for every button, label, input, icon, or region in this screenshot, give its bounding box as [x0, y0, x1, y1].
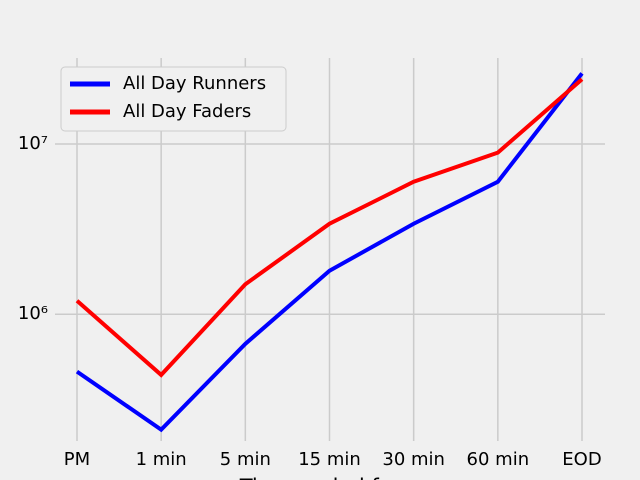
- series-line: [75, 72, 584, 433]
- x-tick-label: PM: [64, 449, 90, 470]
- plot: 10⁶ 10⁷ PM 1 min 5 min 15 min 30 min 60 min EOD A…: [18, 58, 605, 470]
- legend-label: All Day Runners: [123, 73, 266, 94]
- legend-box: [60, 66, 287, 132]
- lines: [75, 72, 584, 433]
- legend-label: All Day Faders: [123, 101, 251, 122]
- series-line: [75, 77, 584, 378]
- x-tick-label: 15 min: [298, 449, 361, 470]
- x-tick-label: 60 min: [467, 449, 530, 470]
- y-tick-label: 10⁷: [18, 133, 48, 154]
- labels: 10⁶ 10⁷ PM 1 min 5 min 15 min 30 min 60 min EOD: [18, 133, 602, 470]
- legend: All Day Runners All Day Faders: [60, 66, 287, 132]
- x-tick-label: 1 min: [136, 449, 187, 470]
- x-axis-label: Time period from: [239, 475, 421, 480]
- x-tick-label: EOD: [562, 449, 601, 470]
- y-tick-label: 10⁶: [18, 303, 48, 324]
- x-tick-label: 5 min: [220, 449, 271, 470]
- x-tick-label: 30 min: [382, 449, 445, 470]
